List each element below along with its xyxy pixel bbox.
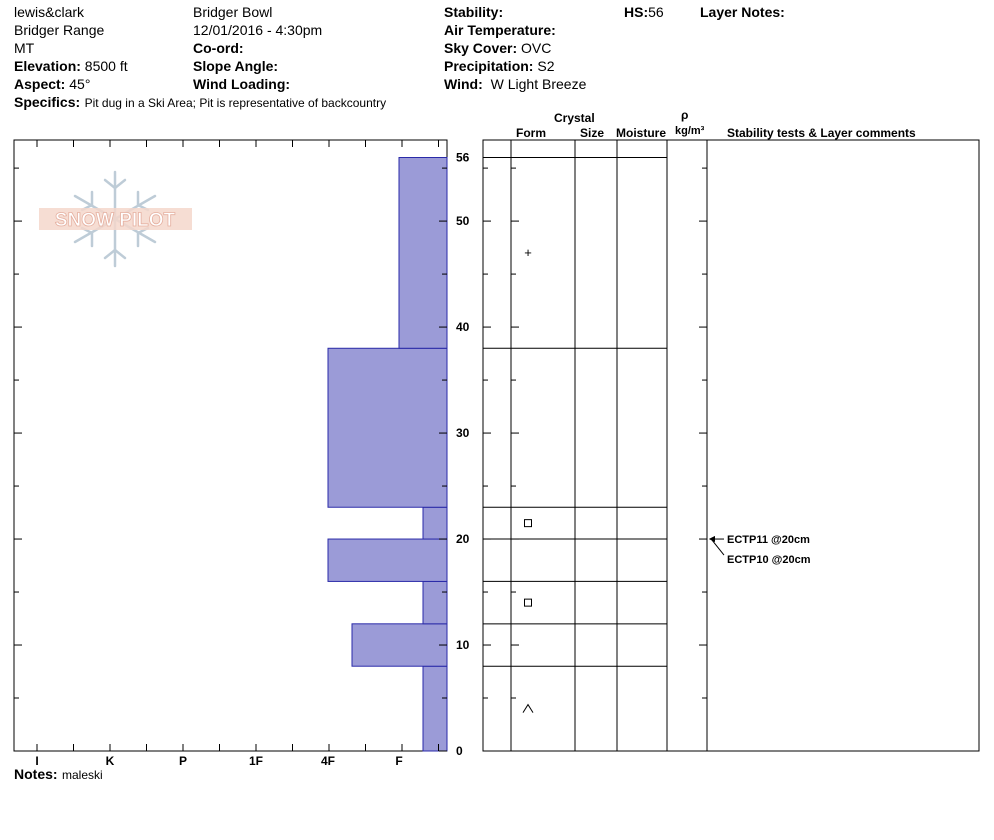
slope-angle-label: Slope Angle: (193, 58, 279, 74)
sky-cover-value: OVC (521, 40, 552, 56)
size-header: Size (580, 126, 605, 140)
hardness-bar (351, 623, 448, 667)
hardness-bar (422, 506, 448, 540)
depth-tick-label: 0 (456, 744, 463, 758)
specifics-label: Specifics: (14, 94, 81, 110)
stability-label: Stability: (444, 4, 504, 20)
new-snow-symbol: + (524, 245, 532, 260)
aspect-value: 45° (69, 76, 91, 92)
depth-tick-label: 20 (456, 532, 470, 546)
elevation-row: Elevation: 8500 ft (14, 58, 128, 74)
hardness-scale-label: 4F (321, 754, 335, 768)
location-name: Bridger Bowl (193, 4, 273, 20)
precipitation-row: Precipitation: S2 (444, 58, 554, 74)
hs-row: HS:56 (624, 4, 664, 20)
stability-test-label: ECTP10 @20cm (727, 554, 811, 566)
depth-tick-label: 30 (456, 426, 470, 440)
sky-cover-row: Sky Cover: OVC (444, 40, 551, 56)
date-time: 12/01/2016 - 4:30pm (193, 22, 323, 38)
layer-notes-label: Layer Notes: (700, 4, 785, 20)
coord-label: Co-ord: (193, 40, 244, 56)
crystal-header: Crystal (554, 111, 595, 125)
state-name: MT (14, 40, 35, 56)
elevation-label: Elevation: (14, 58, 81, 74)
stability-test-label: ECTP11 @20cm (727, 534, 810, 546)
hardness-bar (398, 157, 448, 349)
hardness-bar (327, 538, 448, 582)
layer-table-frame (482, 139, 980, 752)
hs-value: 56 (648, 4, 664, 20)
hardness-scale-label: K (106, 754, 115, 768)
wind-value: W Light Breeze (490, 76, 587, 92)
wind-loading-label: Wind Loading: (193, 76, 291, 92)
stability-test-pointer (711, 539, 725, 556)
comments-header: Stability tests & Layer comments (727, 126, 916, 140)
moisture-header: Moisture (616, 126, 667, 140)
hardness-bar (327, 347, 448, 508)
hs-label: HS: (624, 4, 649, 20)
elevation-value: 8500 ft (84, 58, 128, 74)
depth-hoar-symbol (522, 703, 534, 713)
precipitation-value: S2 (537, 58, 555, 74)
aspect-row: Aspect: 45° (14, 76, 90, 92)
wind-row: Wind: W Light Breeze (444, 76, 586, 92)
specifics-value: Pit dug in a Ski Area; Pit is representa… (84, 96, 387, 110)
faceted-crystal-symbol (524, 519, 532, 528)
density-unit-header: kg/m³ (675, 125, 705, 137)
aspect-label: Aspect: (14, 76, 66, 92)
range-name: Bridger Range (14, 22, 105, 38)
precipitation-label: Precipitation: (444, 58, 534, 74)
faceted-crystal-symbol (524, 598, 532, 607)
hardness-scale-label: P (179, 754, 187, 768)
specifics-row: Specifics: Pit dug in a Ski Area; Pit is… (14, 94, 386, 111)
density-symbol-header: ρ (681, 108, 689, 122)
depth-tick-label: 50 (456, 214, 470, 228)
observer-name: lewis&clark (14, 4, 85, 20)
notes-row: Notes: maleski (14, 766, 103, 783)
notes-value: maleski (62, 768, 103, 782)
hardness-bar (422, 665, 448, 752)
depth-tick-label: 40 (456, 320, 470, 334)
hardness-bar (422, 580, 448, 625)
sky-cover-label: Sky Cover: (444, 40, 518, 56)
snowpilot-logo: SNOW PILOT (39, 170, 192, 268)
air-temperature-label: Air Temperature: (444, 22, 556, 38)
stability-test-arrowhead (709, 536, 715, 543)
hardness-scale-label: 1F (249, 754, 263, 768)
notes-label: Notes: (14, 766, 58, 782)
hardness-scale-label: I (35, 754, 38, 768)
form-header: Form (516, 126, 546, 140)
wind-label: Wind: (444, 76, 483, 92)
hardness-scale-label: F (395, 754, 402, 768)
depth-tick-label: 10 (456, 638, 470, 652)
logo-text: SNOW PILOT (55, 210, 176, 231)
depth-tick-label: 56 (456, 151, 470, 165)
